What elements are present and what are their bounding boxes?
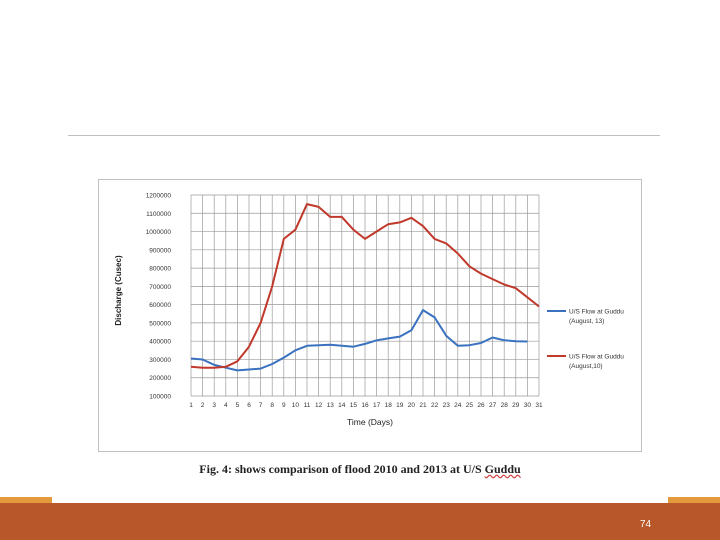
legend-label-1: U/S Flow at Guddu xyxy=(569,309,624,316)
y-tick-label: 100000 xyxy=(149,394,171,401)
x-tick-label: 19 xyxy=(396,402,404,409)
x-tick-label: 14 xyxy=(338,402,346,409)
series-line-1 xyxy=(190,309,528,372)
x-tick-label: 5 xyxy=(236,402,240,409)
x-tick-label: 21 xyxy=(419,402,427,409)
figure-caption: Fig. 4: shows comparison of flood 2010 a… xyxy=(0,462,720,477)
legend-sublabel-2: (August,10) xyxy=(569,363,603,370)
x-tick-label: 31 xyxy=(535,402,543,409)
line-chart: 1200000110000010000009000008000007000006… xyxy=(114,193,624,428)
x-tick-label: 4 xyxy=(224,402,228,409)
x-tick-label: 11 xyxy=(304,402,311,409)
y-tick-label: 600000 xyxy=(149,302,171,309)
y-tick-label: 200000 xyxy=(149,375,171,382)
x-tick-label: 18 xyxy=(385,402,393,409)
y-tick-label: 800000 xyxy=(149,266,171,273)
x-tick-label: 30 xyxy=(524,402,532,409)
x-tick-label: 2 xyxy=(201,402,205,409)
x-tick-label: 10 xyxy=(292,402,300,409)
y-tick-label: 300000 xyxy=(149,357,171,364)
y-tick-label: 1200000 xyxy=(146,193,172,200)
x-tick-label: 29 xyxy=(512,402,520,409)
x-tick-label: 15 xyxy=(350,402,358,409)
page-number: 74 xyxy=(640,519,652,530)
legend-label-2: U/S Flow at Guddu xyxy=(569,354,624,361)
y-tick-label: 400000 xyxy=(149,339,171,346)
x-axis-title: Time (Days) xyxy=(347,417,393,427)
x-tick-label: 3 xyxy=(212,402,216,409)
x-tick-label: 7 xyxy=(259,402,263,409)
x-tick-label: 17 xyxy=(373,402,381,409)
x-tick-label: 25 xyxy=(466,402,474,409)
y-tick-label: 1000000 xyxy=(146,229,172,236)
footer-accent-right xyxy=(668,497,720,503)
legend-sublabel-1: (August, 13) xyxy=(569,318,604,325)
x-tick-label: 12 xyxy=(315,402,323,409)
y-tick-label: 900000 xyxy=(149,247,171,254)
caption-underlined-word: Guddu xyxy=(484,462,521,476)
x-tick-label: 13 xyxy=(327,402,335,409)
y-axis-title: Discharge (Cusec) xyxy=(114,255,123,326)
footer-accent-left xyxy=(0,497,52,503)
chart-figure: 1200000 1100000 1000000 900000 800000 700000 6… xyxy=(98,179,642,452)
x-tick-label: 16 xyxy=(361,402,369,409)
caption-text: Fig. 4: shows comparison of flood 2010 a… xyxy=(199,462,485,476)
x-tick-label: 6 xyxy=(247,402,251,409)
x-tick-label: 23 xyxy=(443,402,451,409)
x-tick-label: 27 xyxy=(489,402,497,409)
x-tick-label: 20 xyxy=(408,402,416,409)
y-tick-label: 500000 xyxy=(149,320,171,327)
x-tick-label: 8 xyxy=(270,402,274,409)
x-tick-label: 22 xyxy=(431,402,439,409)
footer-bar xyxy=(0,503,720,540)
x-tick-label: 1 xyxy=(189,402,193,409)
x-tick-label: 9 xyxy=(282,402,286,409)
y-tick-label: 1100000 xyxy=(146,211,171,218)
x-tick-label: 24 xyxy=(454,402,462,409)
series-line-2 xyxy=(190,203,540,369)
top-divider xyxy=(68,135,660,136)
x-tick-label: 26 xyxy=(477,402,485,409)
x-tick-label: 28 xyxy=(501,402,509,409)
y-tick-label: 700000 xyxy=(149,284,171,291)
